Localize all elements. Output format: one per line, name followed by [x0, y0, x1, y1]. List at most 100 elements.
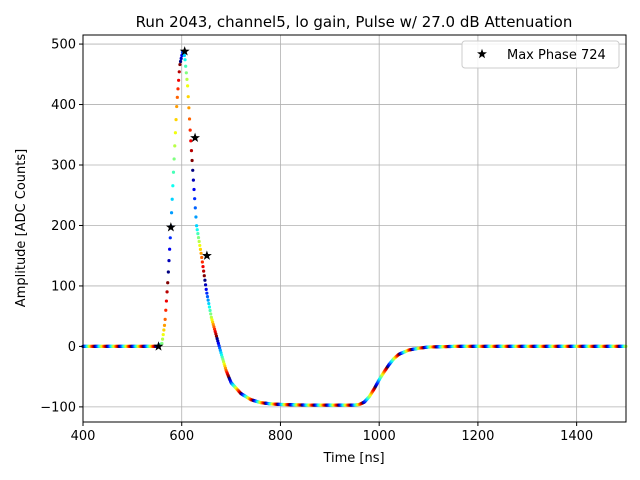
pulse-sample-point [194, 224, 199, 228]
pulse-sample-point [191, 168, 195, 172]
pulse-sample-point [170, 197, 174, 201]
pulse-sample-point [182, 53, 186, 58]
pulse-sample-point [189, 149, 194, 153]
x-tick-label: 400 [71, 429, 96, 444]
pulse-sample-point [184, 64, 188, 68]
pulse-sample-point [201, 264, 205, 269]
pulse-sample-point [160, 337, 165, 341]
pulse-sample-point [177, 70, 181, 74]
pulse-sample-point [207, 301, 211, 306]
pulse-sample-point [184, 71, 188, 75]
pulse-sample-point [198, 243, 202, 248]
pulse-sample-point [205, 291, 209, 295]
pulse-sample-point [167, 259, 171, 263]
pulse-sample-point [200, 260, 204, 264]
markers-layer [153, 46, 212, 351]
pulse-sample-point [176, 87, 180, 91]
pulse-sample-point [178, 59, 183, 64]
pulse-sample-point [179, 56, 183, 61]
pulse-sample-point [190, 158, 194, 163]
pulse-sample-point [208, 308, 212, 313]
x-tick-label: 1400 [560, 429, 593, 444]
pulse-sample-point [187, 106, 191, 110]
pulse-sample-point [171, 170, 176, 174]
pulse-sample-point [205, 295, 210, 299]
y-tick-label: 0 [68, 340, 76, 355]
y-tick-label: 200 [51, 219, 76, 234]
pulse-sample-point [178, 62, 182, 67]
pulse-sample-point [175, 95, 179, 99]
pulse-sample-point [204, 287, 208, 291]
pulse-sample-point [207, 305, 212, 309]
pulse-sample-point [162, 323, 167, 327]
pulse-sample-point [173, 131, 178, 135]
pulse-sample-point [177, 78, 181, 82]
pulse-sample-point [195, 228, 199, 232]
pulse-sample-point [166, 270, 170, 274]
pulse-sample-point [206, 298, 210, 302]
y-tick-label: 100 [51, 279, 76, 294]
pulse-sample-point [175, 104, 179, 109]
pulse-sample-point [209, 312, 213, 316]
pulse-sample-point [174, 118, 178, 122]
pulse-sample-point [203, 278, 207, 282]
pulse-sample-point [199, 251, 203, 255]
pulse-sample-point [200, 255, 204, 260]
pulse-sample-point [160, 341, 164, 346]
pulse-sample-point [172, 157, 176, 161]
pulse-sample-point [186, 95, 190, 99]
pulse-sample-point [168, 236, 172, 240]
pulse-sample-point [196, 232, 200, 236]
pulse-sample-point [189, 139, 193, 143]
pulse-sample-point [194, 215, 198, 219]
x-tick-label: 800 [268, 429, 293, 444]
pulse-sample-point [193, 206, 197, 210]
x-tick-label: 600 [169, 429, 194, 444]
max-phase-star-marker [201, 250, 212, 260]
pulse-sample-point [186, 84, 190, 88]
pulse-sample-point [202, 269, 206, 273]
max-phase-star-marker [153, 341, 164, 351]
points-layer [81, 50, 628, 407]
y-tick-label: 300 [51, 159, 76, 174]
pulse-sample-point [191, 178, 195, 182]
ticks-layer: 400 600 800 1000 1200 1400 −100 0 100 200 300 400 50… [40, 38, 593, 444]
legend-box [461, 40, 620, 69]
x-axis-label: Time [ns] [322, 451, 384, 466]
pulse-sample-point [166, 281, 170, 285]
pulse-sample-point [183, 58, 187, 62]
pulse-sample-point [196, 235, 201, 240]
y-axis-label: Amplitude [ADC Counts] [14, 149, 29, 307]
pulse-sample-point [185, 77, 189, 81]
plot-frame [82, 34, 627, 423]
pulse-sample-point [173, 144, 177, 148]
pulse-sample-point [161, 332, 165, 337]
max-phase-star-marker [190, 132, 200, 142]
x-tick-label: 1000 [363, 429, 396, 444]
pulse-sample-point [188, 128, 192, 132]
legend-label: Max Phase 724 [507, 48, 606, 63]
pulse-sample-point [203, 283, 208, 287]
y-tick-label: 500 [51, 38, 76, 53]
legend-star-icon [477, 48, 487, 59]
pulse-sample-point [193, 197, 197, 201]
pulse-sample-point [162, 328, 166, 332]
legend: Max Phase 724 [461, 40, 620, 69]
pulse-sample-point [198, 247, 203, 251]
y-tick-label: 400 [51, 98, 76, 113]
pulse-sample-point [164, 299, 169, 303]
y-tick-label: −100 [40, 400, 76, 415]
pulse-sample-point [168, 247, 172, 251]
max-phase-star-marker [179, 46, 190, 56]
pulse-sample-point [187, 117, 192, 121]
x-tick-label: 1200 [461, 429, 494, 444]
max-phase-star-marker [165, 222, 176, 232]
pulse-sample-point [169, 211, 174, 215]
pulse-sample-point [164, 308, 168, 312]
pulse-sample-point [165, 290, 169, 294]
pulse-sample-point [171, 184, 175, 188]
pulse-sample-point [202, 274, 206, 278]
pulse-sample-point [192, 187, 196, 192]
